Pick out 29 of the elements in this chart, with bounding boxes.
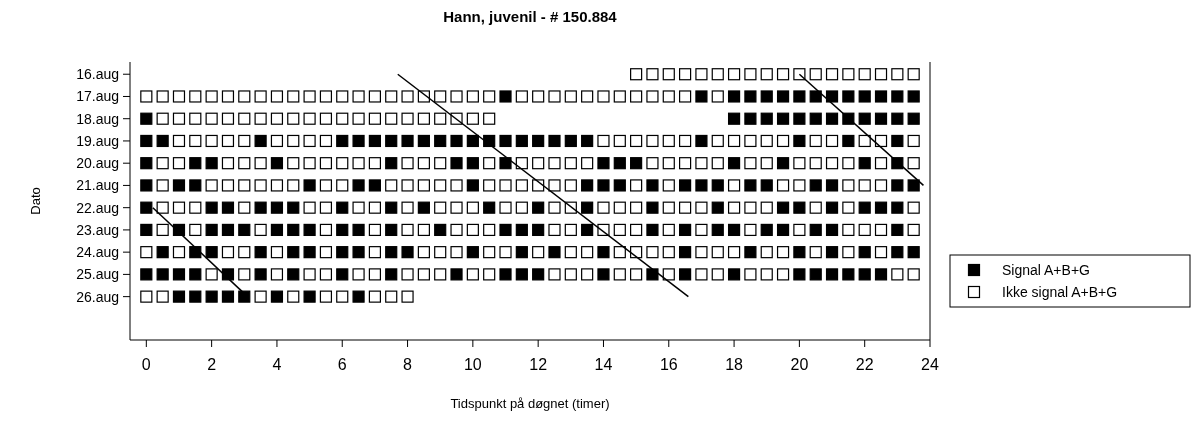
x-tick-label: 10 [463,356,482,373]
x-tick-label: 6 [337,356,347,373]
x-tick-label: 12 [529,356,548,373]
legend-label: Ikke signal A+B+G [1002,284,1118,300]
x-tick-label: 16 [659,356,678,373]
y-tick-label: 20.aug [76,155,119,172]
y-tick-label: 18.aug [76,110,119,127]
x-tick-label: 14 [594,356,613,373]
y-tick-label: 26.aug [76,288,119,305]
x-tick-label: 20 [790,356,809,373]
x-tick-label: 18 [725,356,744,373]
y-axis-title: Dato [28,187,43,215]
x-tick-label: 4 [272,356,282,373]
y-tick-label: 16.aug [76,66,119,83]
x-tick-label: 2 [207,356,217,373]
x-tick-label: 22 [855,356,874,373]
chart-title: Hann, juvenil - # 150.884 [443,8,618,25]
y-tick-label: 25.aug [76,266,119,283]
x-axis-title: Tidspunkt på døgnet (timer) [450,396,610,411]
y-tick-label: 17.aug [76,88,119,105]
x-tick-label: 8 [403,356,413,373]
y-tick-label: 22.aug [76,199,119,216]
y-tick-label: 23.aug [76,221,119,238]
x-tick-label: 0 [141,356,151,373]
y-tick-label: 19.aug [76,132,119,149]
legend-label: Signal A+B+G [1002,262,1090,278]
y-tick-label: 21.aug [76,177,119,194]
y-tick-label: 24.aug [76,244,119,261]
x-tick-label: 24 [921,356,939,373]
